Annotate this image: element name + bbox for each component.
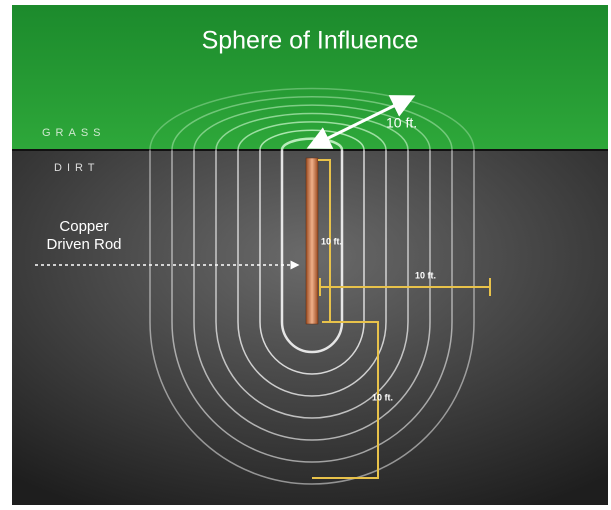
title: Sphere of Influence [202, 27, 419, 55]
rod-label: Copper [59, 218, 108, 235]
dim-label: 10 ft. [321, 236, 342, 246]
dim-label: 10 ft. [386, 115, 417, 131]
grass-label: GRASS [42, 127, 106, 139]
dim-label: 10 ft. [372, 392, 393, 402]
dim-label: 10 ft. [415, 270, 436, 280]
rod [306, 158, 318, 324]
page: {"title": "Sphere of Influence", "labels… [0, 0, 611, 510]
rod-label: Driven Rod [46, 236, 121, 253]
diagram: Sphere of Influence GRASS DIRT Copper Dr… [0, 0, 611, 510]
dirt-label: DIRT [54, 162, 99, 174]
